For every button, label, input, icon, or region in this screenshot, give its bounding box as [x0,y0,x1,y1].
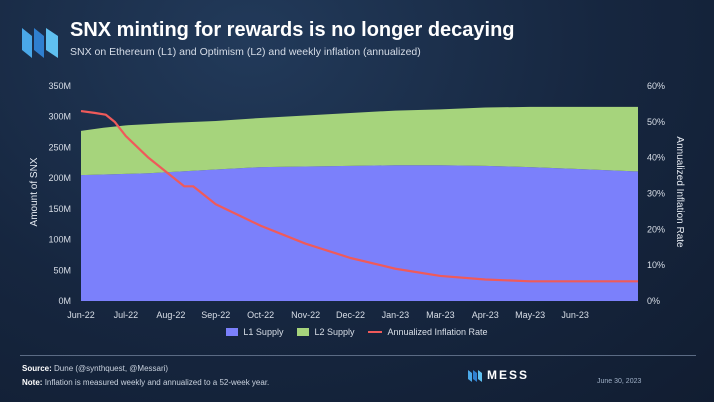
x-tick-label: Aug-22 [156,310,185,320]
x-tick-label: Apr-23 [472,310,499,320]
y2-tick-label: 50% [647,117,665,127]
y-tick-label: 0M [58,296,71,306]
footer-source: Source: Dune (@synthquest, @Messari) [22,364,168,373]
x-tick-label: Oct-22 [247,310,274,320]
footer-date: June 30, 2023 [597,378,642,385]
y2-tick-label: 60% [647,81,665,91]
y-tick-label: 100M [48,235,71,245]
note-label: Note: [22,378,43,387]
source-text: Dune (@synthquest, @Messari) [54,364,169,373]
footer-brand: MESS [468,368,529,382]
y2-tick-label: 20% [647,224,665,234]
messari-logo-icon [22,28,58,58]
legend-swatch-l1 [226,328,239,336]
y2-tick-label: 40% [647,153,665,163]
footer-divider [20,355,696,356]
y2-axis-title: Annualized Inflation Rate [674,136,685,248]
x-tick-label: Jan-23 [382,310,410,320]
x-tick-label: Jul-22 [114,310,139,320]
legend-item-inflation: Annualized Inflation Rate [368,327,488,337]
legend-item-l2: L2 Supply [297,327,354,337]
y-axis-left: 0M 50M 100M 150M 200M 250M 300M 350M [48,81,71,306]
series-inflation-line [80,109,638,283]
messari-mark-icon [468,369,482,382]
x-tick-label: Jun-23 [561,310,589,320]
y-tick-label: 350M [48,81,71,91]
x-tick-label: Jun-22 [67,310,95,320]
note-text: Inflation is measured weekly and annuali… [44,378,270,387]
y-tick-label: 250M [48,142,71,152]
series-l1-supply-area [81,165,638,301]
legend-label-l1: L1 Supply [243,327,284,337]
y-axis-right: 0% 10% 20% 30% 40% 50% 60% [647,81,665,306]
legend-label-l2: L2 Supply [314,327,355,337]
x-tick-label: Mar-23 [426,310,455,320]
y-tick-label: 150M [48,204,71,214]
legend-swatch-l2 [297,328,310,336]
x-tick-label: May-23 [515,310,545,320]
x-tick-label: Dec-22 [336,310,365,320]
y2-tick-label: 30% [647,189,665,199]
area-layer [81,106,638,301]
brand-name: MESS [487,368,530,382]
page-subtitle: SNX on Ethereum (L1) and Optimism (L2) a… [70,46,421,58]
source-label: Source: [22,364,52,373]
footer-note: Note: Inflation is measured weekly and a… [22,378,269,387]
y-tick-label: 50M [53,265,71,275]
x-axis: Jun-22 Jul-22 Aug-22 Sep-22 Oct-22 Nov-22 Dec-… [67,310,589,320]
y-axis-title: Amount of SNX [29,157,40,226]
y-tick-label: 200M [48,173,71,183]
legend: L1 Supply L2 Supply Annualized Inflation… [0,327,714,337]
x-tick-label: Nov-22 [291,310,320,320]
legend-item-l1: L1 Supply [226,327,283,337]
series-l2-supply-area [81,106,638,176]
line-layer [80,109,638,283]
y2-tick-label: 0% [647,296,660,306]
y2-tick-label: 10% [647,260,665,270]
y-tick-label: 300M [48,112,71,122]
page-title: SNX minting for rewards is no longer dec… [70,19,515,41]
legend-label-inflation: Annualized Inflation Rate [387,327,488,337]
x-tick-label: Sep-22 [201,310,230,320]
legend-swatch-inflation [368,331,383,333]
